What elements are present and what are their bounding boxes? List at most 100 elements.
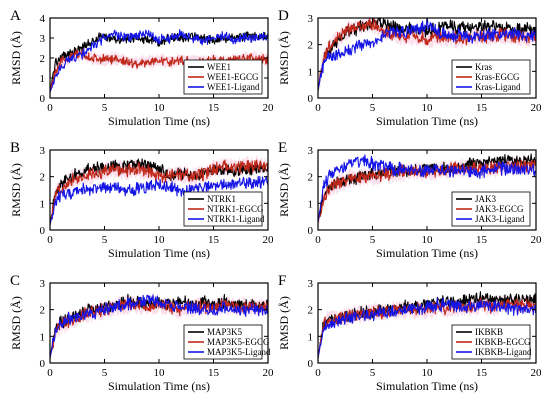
y-tick-label: 0 [308,358,314,370]
y-tick-label: 2 [40,305,46,317]
y-tick-label: 2 [308,172,314,184]
legend-label: WEE1 [207,62,231,72]
x-tick-label: 5 [102,234,108,246]
panel-letter: B [10,140,20,156]
x-axis-title: Simulation Time (ns) [108,379,210,393]
x-tick-label: 10 [154,102,166,114]
y-axis-title: RMSD (Å) [277,296,291,350]
legend-label: WEE1-Ligand [207,82,260,92]
series-line-ntrk1 [49,158,269,225]
legend-label: Kras-EGCG [475,72,520,82]
x-tick-label: 5 [370,102,376,114]
x-tick-label: 15 [476,367,488,379]
x-tick-label: 20 [263,367,275,379]
y-tick-label: 1 [308,198,314,210]
y-tick-label: 2 [308,40,314,52]
y-tick-label: 3 [40,145,46,157]
x-tick-label: 20 [263,234,275,246]
y-axis-title: RMSD (Å) [9,163,23,217]
x-tick-label: 0 [47,234,53,246]
legend-label: Kras-Ligand [475,82,521,92]
x-tick-label: 10 [154,234,166,246]
series-line-wee1 [49,31,269,93]
y-tick-label: 2 [308,305,314,317]
panel-letter: A [10,8,21,24]
panel-letter: F [278,273,286,289]
x-tick-label: 0 [315,102,321,114]
x-tick-label: 10 [422,234,434,246]
y-tick-label: 3 [308,13,314,25]
x-tick-label: 5 [370,234,376,246]
legend-label: IKBKB-Ligand [475,347,532,357]
x-tick-label: 20 [531,234,543,246]
y-tick-label: 1 [40,331,46,343]
x-axis-title: Simulation Time (ns) [376,114,478,128]
series-line-map3k5-ligand [49,294,269,358]
panel-b: 0 5 10 15 20 0 1 2 3 Simulation Time (ns) RMSD (Å)… [9,140,274,260]
panel-c: 0 5 10 15 20 0 1 2 3 Simulation Time (ns) RMSD (Å)… [9,273,274,393]
x-tick-label: 15 [208,102,220,114]
y-tick-label: 3 [40,278,46,290]
y-axis-title: RMSD (Å) [9,31,23,85]
x-tick-label: 20 [263,102,275,114]
y-tick-label: 0 [40,93,46,105]
y-axis-title: RMSD (Å) [277,31,291,85]
x-tick-label: 0 [315,367,321,379]
y-tick-label: 0 [308,93,314,105]
legend-label: WEE1-EGCG [207,72,259,82]
y-tick-label: 3 [308,278,314,290]
x-tick-label: 10 [422,102,434,114]
x-axis-title: Simulation Time (ns) [376,246,478,260]
x-tick-label: 15 [476,234,488,246]
y-tick-label: 1 [40,198,46,210]
legend-label: JAK3-EGCG [475,204,524,214]
y-axis-title: RMSD (Å) [277,163,291,217]
legend-label: MAP3K5-Ligand [207,347,271,357]
x-tick-label: 20 [531,102,543,114]
x-tick-label: 5 [102,367,108,379]
series-line-ntrk1-egcg [49,159,269,225]
x-tick-label: 15 [476,102,488,114]
series-line-wee1-ligand [49,29,269,93]
x-axis-title: Simulation Time (ns) [376,379,478,393]
legend-label: NTRK1 [207,194,236,204]
x-tick-label: 15 [208,234,220,246]
panel-letter: D [278,8,289,24]
y-tick-label: 2 [40,53,46,65]
x-tick-label: 5 [370,367,376,379]
panel-d: 0 5 10 15 20 0 1 2 3 Simulation Time (ns) RMSD (Å)… [277,8,542,128]
y-tick-label: 3 [308,145,314,157]
legend-label: MAP3K5 [207,327,243,337]
x-tick-label: 20 [531,367,543,379]
y-tick-label: 4 [40,13,46,25]
y-tick-label: 1 [40,73,46,85]
legend-label: IKBKB-EGCG [475,337,531,347]
x-tick-label: 5 [102,102,108,114]
y-tick-label: 0 [308,225,314,237]
y-tick-label: 3 [40,33,46,45]
x-tick-label: 15 [208,367,220,379]
panel-a: 0 5 10 15 20 0 1 2 3 4 Simulation Time (ns) RMSD (Å… [9,8,274,128]
panel-letter: C [10,273,20,289]
legend-label: Kras [475,62,492,72]
legend-label: JAK3-Ligand [475,214,525,224]
x-tick-label: 10 [154,367,166,379]
y-tick-label: 1 [308,66,314,78]
x-axis-title: Simulation Time (ns) [108,246,210,260]
panel-f: 0 5 10 15 20 0 1 2 3 Simulation Time (ns) RMSD (Å)… [277,273,542,393]
legend-label: JAK3 [475,194,497,204]
legend-label: NTRK1-Ligand [207,214,265,224]
legend-label: IKBKB [475,327,503,337]
x-tick-label: 0 [47,367,53,379]
x-tick-label: 10 [422,367,434,379]
series-line-jak3-ligand [317,154,537,223]
x-axis-title: Simulation Time (ns) [108,114,210,128]
y-tick-label: 1 [308,331,314,343]
